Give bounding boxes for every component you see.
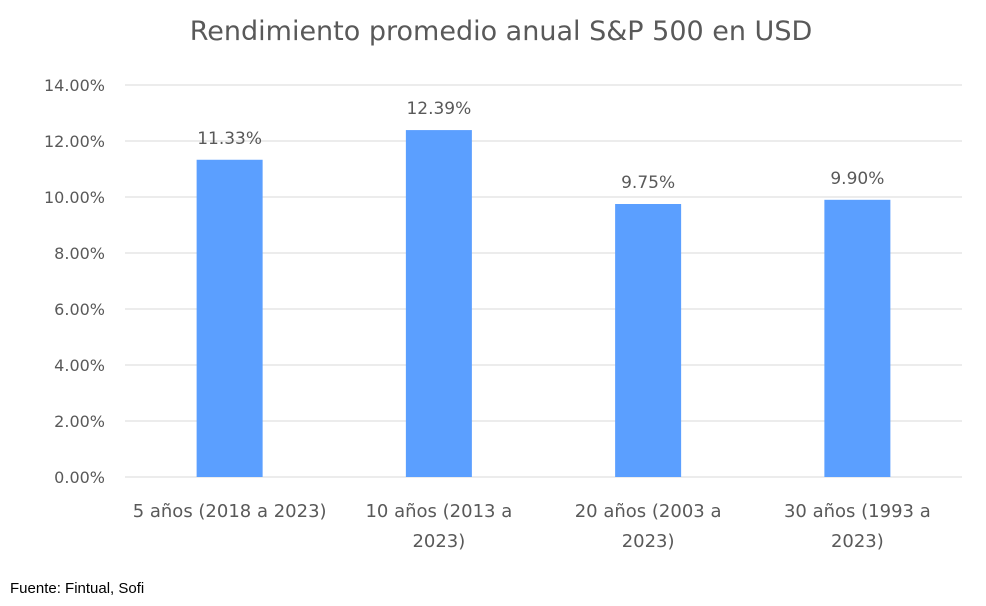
- x-tick-label-line: 10 años (2013 a: [365, 501, 512, 522]
- bar: [824, 199, 891, 478]
- y-tick-label: 14.00%: [44, 76, 105, 95]
- y-tick-label: 8.00%: [54, 244, 105, 263]
- y-tick-label: 0.00%: [54, 468, 105, 487]
- value-label: 11.33%: [197, 129, 262, 149]
- y-tick-label: 6.00%: [54, 300, 105, 319]
- bars: [196, 130, 891, 478]
- x-tick-label: 10 años (2013 a 2023): [365, 501, 512, 552]
- y-tick-label: 4.00%: [54, 356, 105, 375]
- x-tick-label-line: 20 años (2003 a: [575, 501, 722, 522]
- value-label: 12.39%: [406, 99, 471, 119]
- x-tick-label-line: 2023): [831, 531, 884, 552]
- y-tick-label: 10.00%: [44, 188, 105, 207]
- x-tick-label: 5 años (2018 a 2023): [133, 501, 327, 522]
- x-axis-ticks: 5 años (2018 a 2023) 10 años (2013 a 2023)…: [133, 501, 931, 552]
- x-tick-label: 30 años (1993 a 2023): [784, 501, 931, 552]
- chart: Rendimiento promedio anual S&P 500 en US…: [44, 16, 962, 552]
- value-label: 9.90%: [830, 169, 884, 189]
- bar: [196, 159, 263, 477]
- y-axis-ticks: 0.00% 2.00% 4.00% 6.00% 8.00% 10.00% 12.00% 14.…: [44, 76, 105, 487]
- source-note: Fuente: Fintual, Sofi: [10, 580, 145, 597]
- x-tick-label-line: 2023): [412, 531, 465, 552]
- gridlines: [125, 84, 962, 478]
- y-tick-label: 12.00%: [44, 132, 105, 151]
- value-labels: 11.33% 12.39% 9.75% 9.90%: [197, 99, 884, 193]
- bar: [615, 204, 682, 477]
- chart-title: Rendimiento promedio anual S&P 500 en US…: [190, 16, 813, 47]
- x-tick-label-line: 2023): [622, 531, 675, 552]
- value-label: 9.75%: [621, 173, 675, 193]
- x-tick-label-line: 30 años (1993 a: [784, 501, 931, 522]
- x-tick-label-line: 5 años (2018 a 2023): [133, 501, 327, 522]
- bar: [405, 130, 472, 477]
- x-tick-label: 20 años (2003 a 2023): [575, 501, 722, 552]
- y-tick-label: 2.00%: [54, 412, 105, 431]
